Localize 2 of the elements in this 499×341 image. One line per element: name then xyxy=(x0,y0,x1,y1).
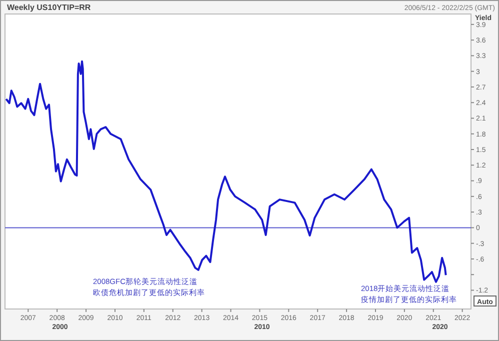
chart-title: Weekly US10YTIP=RR xyxy=(7,3,91,12)
line-series xyxy=(5,60,447,283)
